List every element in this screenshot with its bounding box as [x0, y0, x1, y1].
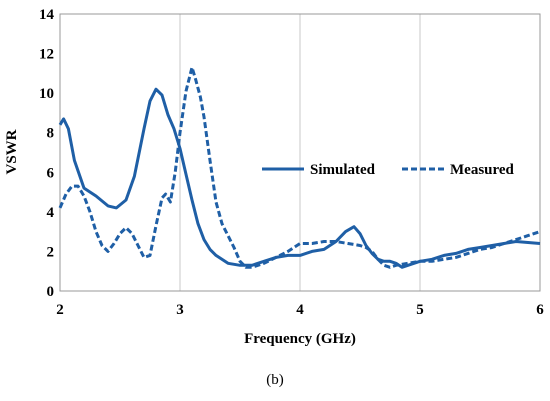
series-line-measured: [58, 65, 541, 269]
x-tick-label: 2: [56, 302, 64, 318]
plot-frame: [59, 13, 541, 292]
y-tick-label: 2: [47, 244, 55, 260]
x-tick-label: 6: [536, 302, 544, 318]
x-tick-label: 4: [296, 302, 304, 318]
y-tick-labels: 0 2 4 6 8 10 12 14: [39, 7, 55, 300]
y-tick-label: 6: [47, 165, 55, 181]
grid-lines: [179, 14, 421, 291]
x-tick-label: 3: [176, 302, 184, 318]
y-tick-label: 14: [39, 7, 55, 23]
legend-label-measured: Measured: [450, 162, 515, 178]
legend-label-simulated: Simulated: [310, 162, 376, 178]
figure-caption: (b): [266, 372, 284, 388]
y-tick-label: 8: [47, 126, 55, 142]
x-tick-label: 5: [416, 302, 424, 318]
legend: Simulated Measured: [262, 162, 515, 178]
x-tick-labels: 2 3 4 5 6: [56, 302, 544, 318]
y-tick-label: 0: [47, 284, 55, 300]
y-tick-label: 4: [47, 205, 55, 221]
y-tick-label: 10: [39, 86, 54, 102]
y-axis-title: VSWR: [4, 129, 20, 174]
x-axis-title: Frequency (GHz): [244, 331, 356, 347]
series-lines: [58, 65, 541, 269]
y-tick-label: 12: [39, 47, 54, 63]
